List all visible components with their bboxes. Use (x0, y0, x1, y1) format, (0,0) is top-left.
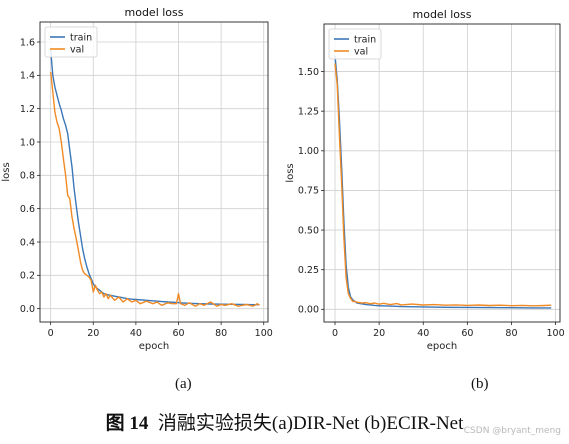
legend-label-val: val (70, 44, 84, 55)
x-tick-label: 60 (172, 328, 184, 339)
x-tick-label: 20 (373, 328, 385, 339)
chart-title: model loss (125, 6, 184, 19)
y-tick-label: 1.00 (298, 146, 319, 157)
y-tick-label: 0.2 (20, 271, 35, 282)
x-tick-label: 100 (547, 328, 565, 339)
x-tick-label: 0 (332, 328, 338, 339)
y-tick-label: 0.4 (20, 237, 35, 248)
x-tick-label: 80 (215, 328, 227, 339)
series-line-val (50, 71, 260, 307)
x-tick-label: 80 (505, 328, 517, 339)
x-tick-label: 40 (417, 328, 429, 339)
chart-panel-b: 0 20 40 60 80 100 0.00 0.25 0.50 0.75 1.00 1.25 1.50… (285, 8, 565, 352)
x-tick-label: 60 (461, 328, 473, 339)
y-tick-label: 1.25 (298, 106, 319, 117)
caption-number: 图 14 (105, 413, 149, 434)
y-tick-label: 0.00 (298, 305, 319, 316)
y-tick-label: 1.0 (20, 137, 35, 148)
series-line-train (50, 50, 260, 306)
x-tick-label: 0 (48, 328, 54, 339)
y-axis-label: loss (1, 162, 12, 181)
y-tick-label: 0.75 (298, 186, 319, 197)
subfigure-label-a: (a) (175, 376, 192, 392)
subfigure-label-b: (b) (471, 376, 489, 392)
y-tick-label: 1.50 (298, 67, 319, 78)
y-tick-label: 0.50 (298, 225, 319, 236)
y-tick-label: 1.4 (20, 71, 35, 82)
x-axis-label: epoch (139, 341, 169, 352)
figure-caption: 图 14 消融实验损失(a)DIR-Net (b)ECIR-Net (0, 408, 569, 435)
legend-label-val: val (354, 46, 368, 57)
x-axis-label: epoch (427, 341, 457, 352)
plot-frame (323, 23, 561, 323)
series-line-val (334, 63, 552, 307)
y-axis-label: loss (285, 163, 296, 182)
plot-frame (39, 21, 269, 323)
caption-text: 消融实验损失(a)DIR-Net (b)ECIR-Net (157, 413, 464, 434)
x-tick-label: 20 (87, 328, 99, 339)
y-tick-label: 1.2 (20, 104, 35, 115)
chart-panel-a: 0 20 40 60 80 100 0.0 0.2 0.4 0.6 0.8 1.0 1.2 1.4 1.6 m… (1, 6, 273, 352)
x-tick-label: 100 (255, 328, 273, 339)
y-tick-label: 0.8 (20, 171, 35, 182)
watermark: CSDN @bryant_meng (463, 426, 561, 436)
chart-title: model loss (413, 8, 472, 21)
legend-label-train: train (354, 34, 376, 45)
x-tick-label: 40 (130, 328, 142, 339)
y-tick-label: 1.6 (20, 37, 35, 48)
y-tick-label: 0.25 (298, 265, 319, 276)
legend-label-train: train (70, 32, 92, 43)
y-tick-label: 0.0 (20, 304, 35, 315)
y-tick-label: 0.6 (20, 204, 35, 215)
